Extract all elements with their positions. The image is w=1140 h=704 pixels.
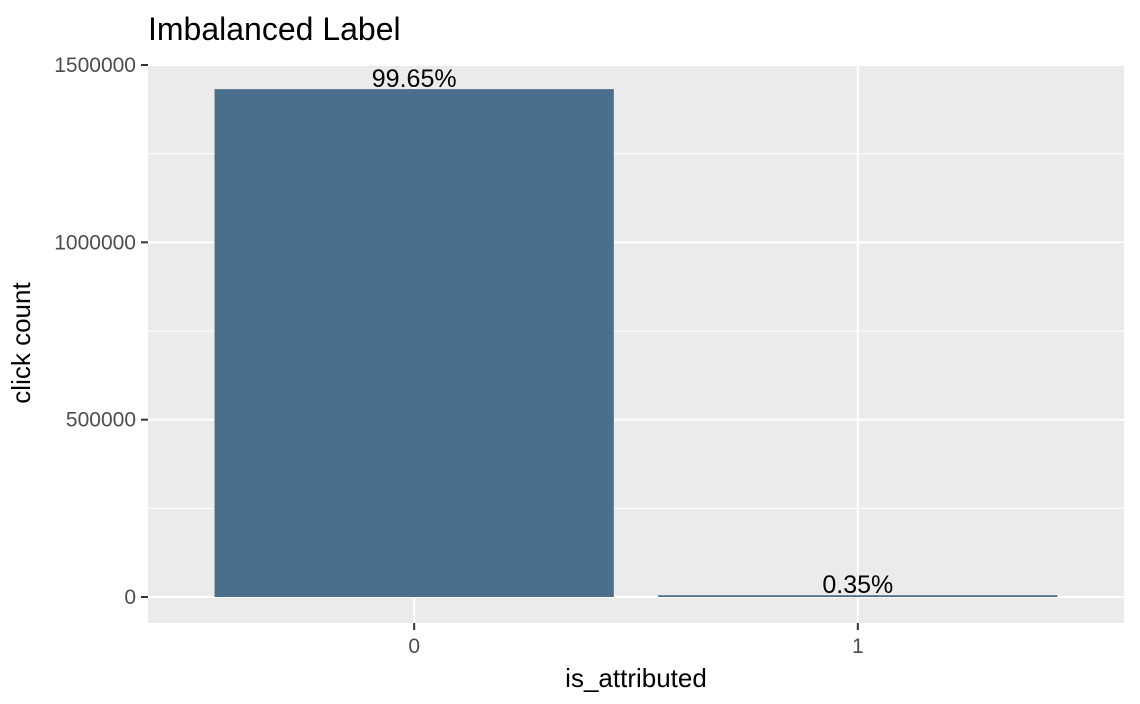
y-tick-label: 1000000 <box>54 231 136 254</box>
chart-title: Imbalanced Label <box>148 11 401 47</box>
bar-data-label-0: 99.65% <box>372 65 457 93</box>
y-axis-title: click count <box>6 282 36 404</box>
y-tick-label: 1500000 <box>54 54 136 77</box>
bars <box>214 89 1058 597</box>
x-axis-title: is_attributed <box>565 663 707 693</box>
y-tick-label: 500000 <box>66 409 136 432</box>
y-tick-label: 0 <box>124 586 136 609</box>
bar-data-label-1: 0.35% <box>822 571 893 599</box>
bar-data-labels: 99.65% 0.35% <box>372 65 893 599</box>
x-tick-label: 0 <box>408 635 420 658</box>
bar-1 <box>658 595 1058 597</box>
bar-0 <box>214 89 614 597</box>
x-tick-label: 1 <box>852 635 864 658</box>
y-axis: 0 500000 1000000 1500000 <box>54 54 148 609</box>
